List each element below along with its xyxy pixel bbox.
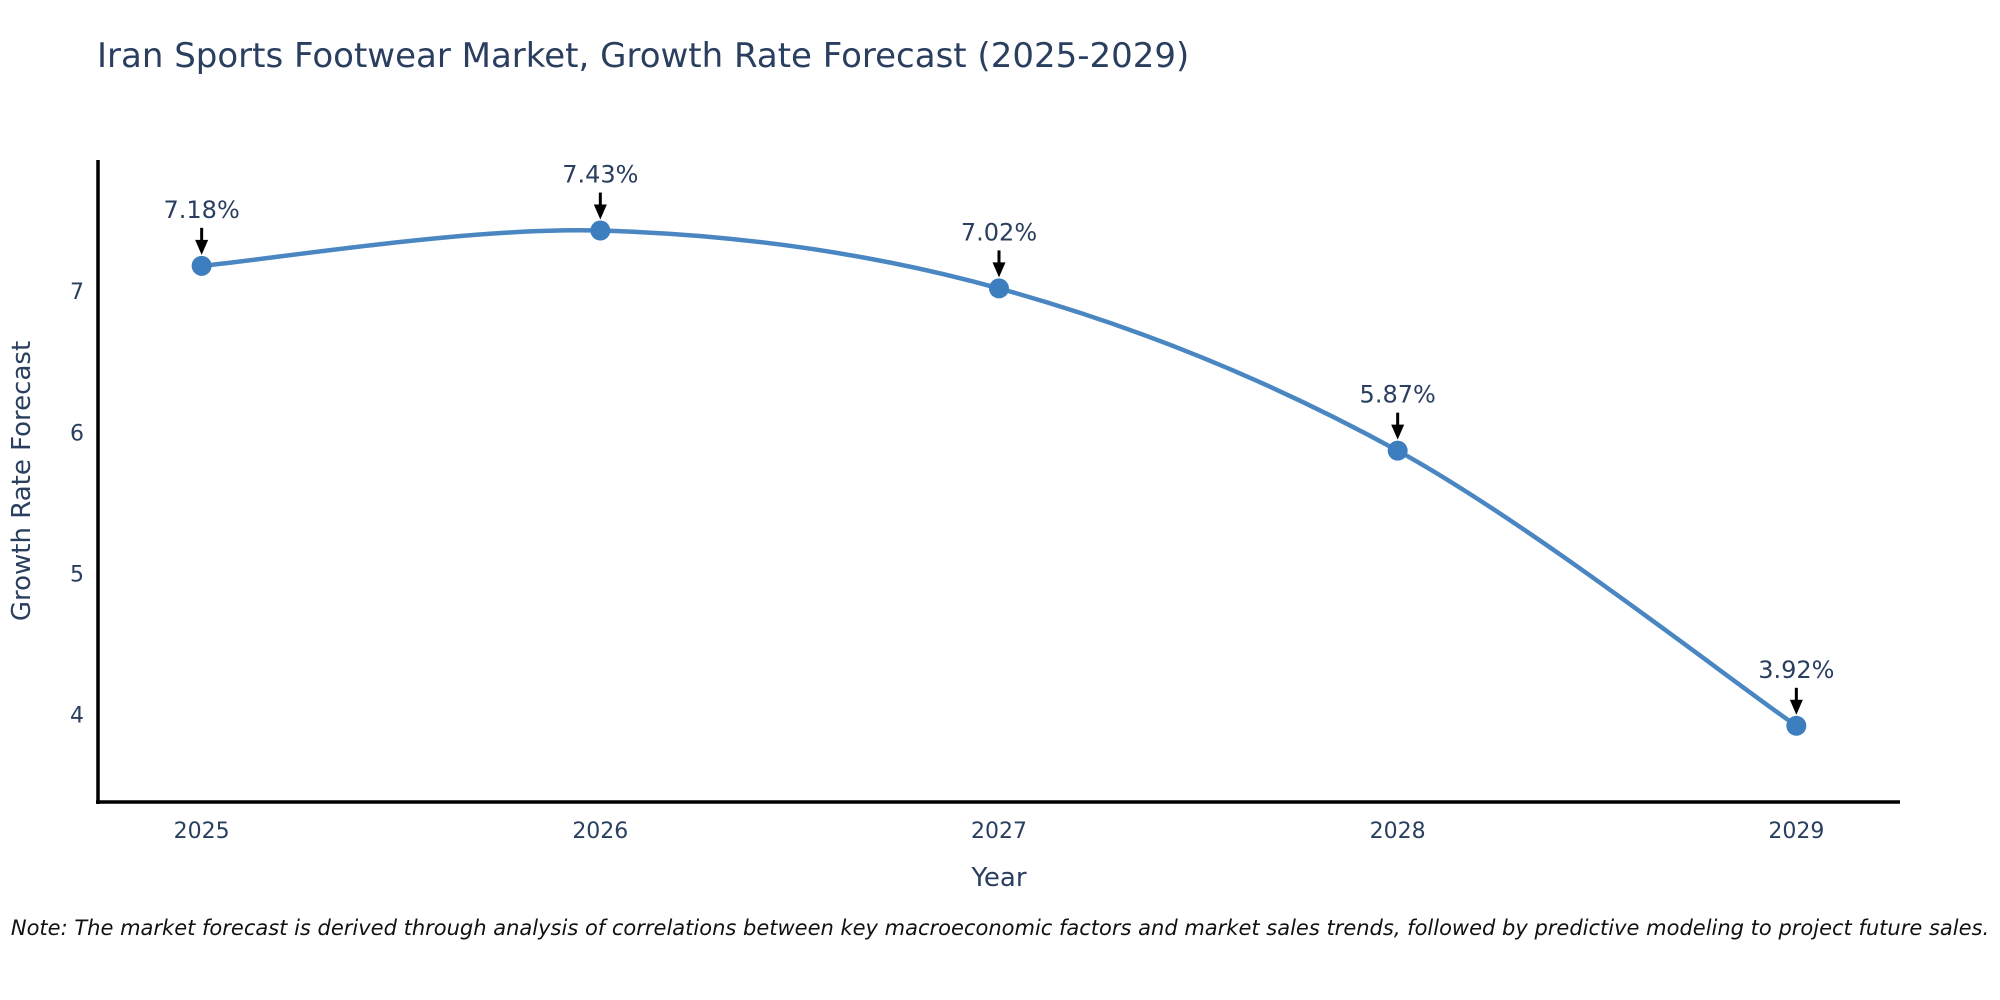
x-tick-label: 2028 xyxy=(1370,819,1426,844)
annotation-arrowhead xyxy=(1789,699,1803,715)
data-point-label: 7.18% xyxy=(164,196,240,224)
data-point-label: 5.87% xyxy=(1360,381,1436,409)
data-point-label: 7.43% xyxy=(562,161,638,189)
footnote: Note: The market forecast is derived thr… xyxy=(10,916,1990,940)
annotation-arrowhead xyxy=(1391,424,1405,440)
data-point-marker xyxy=(989,278,1009,299)
data-point-marker xyxy=(191,255,212,276)
data-point-label: 3.92% xyxy=(1758,656,1834,684)
x-tick-label: 2027 xyxy=(971,819,1027,844)
y-tick-label: 6 xyxy=(70,421,84,446)
y-tick-label: 4 xyxy=(70,704,84,729)
data-point-marker xyxy=(590,220,611,241)
x-tick-label: 2026 xyxy=(572,819,628,844)
annotation-arrowhead xyxy=(992,262,1006,278)
y-axis-title: Growth Rate Forecast xyxy=(7,341,37,621)
data-point-label: 7.02% xyxy=(961,218,1037,246)
x-tick-label: 2029 xyxy=(1768,819,1824,844)
y-tick-label: 7 xyxy=(70,280,84,305)
annotation-arrowhead xyxy=(195,239,209,255)
x-tick-label: 2025 xyxy=(174,819,230,844)
x-axis-title: Year xyxy=(970,863,1026,893)
data-point-marker xyxy=(1387,440,1408,461)
data-point-marker xyxy=(1786,715,1807,736)
annotation-arrowhead xyxy=(593,204,607,220)
y-tick-label: 5 xyxy=(70,562,84,587)
chart-title: Iran Sports Footwear Market, Growth Rate… xyxy=(97,36,1190,76)
forecast-line xyxy=(201,228,1798,728)
